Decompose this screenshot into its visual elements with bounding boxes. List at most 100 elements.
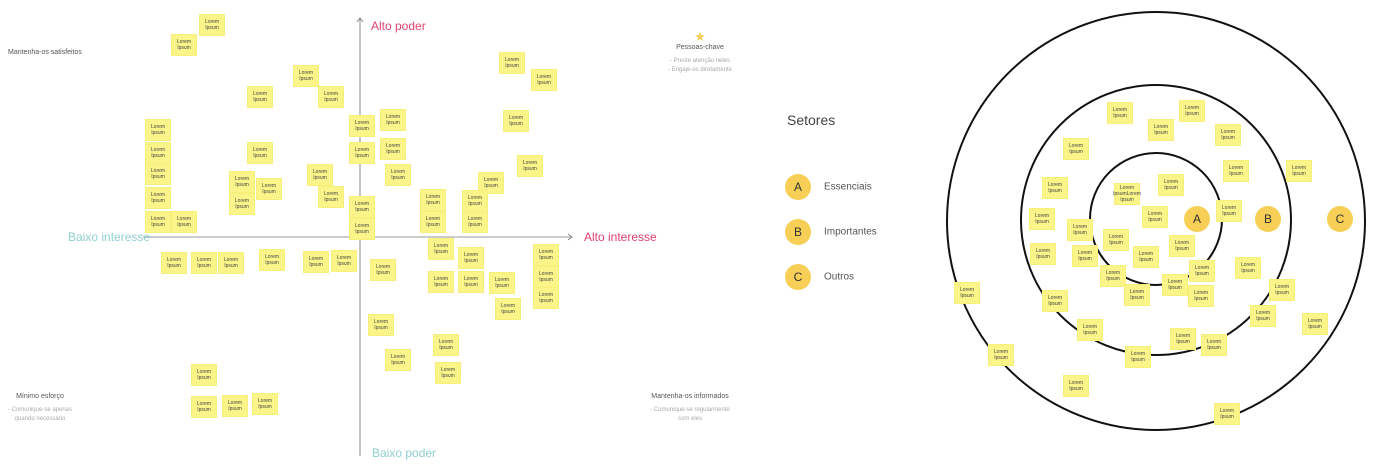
sticky-note[interactable]: Lorem Ipsum <box>421 190 445 210</box>
sticky-note[interactable]: Lorem Ipsum <box>1073 246 1097 266</box>
sticky-note[interactable]: Lorem Ipsum <box>219 253 243 273</box>
sticky-note[interactable]: Lorem Ipsum <box>1287 161 1311 181</box>
sticky-note[interactable]: Lorem Ipsum <box>1216 125 1240 145</box>
legend-badge-a: A <box>785 174 811 200</box>
sticky-note[interactable]: Lorem Ipsum <box>304 252 328 272</box>
sticky-note[interactable]: Lorem Ipsum <box>319 87 343 107</box>
sticky-note[interactable]: Lorem Ipsum <box>534 245 558 265</box>
sticky-note[interactable]: Lorem Ipsum <box>1043 178 1067 198</box>
quadrant-title: Mínimo esforço <box>16 393 64 400</box>
sticky-note[interactable]: Lorem Ipsum <box>504 111 528 131</box>
sticky-note[interactable]: Lorem Ipsum <box>1217 201 1241 221</box>
sticky-note[interactable]: Lorem Ipsum <box>369 315 393 335</box>
sticky-note[interactable]: Lorem Ipsum <box>1134 247 1158 267</box>
sticky-note[interactable]: Lorem Ipsum <box>496 299 520 319</box>
sticky-note[interactable]: Lorem Ipsum <box>434 335 458 355</box>
sticky-note[interactable]: Lorem Ipsum <box>146 120 170 140</box>
sticky-note[interactable]: Lorem Ipsum <box>532 70 556 90</box>
sticky-note[interactable]: Lorem Ipsum <box>386 350 410 370</box>
sticky-note[interactable]: Lorem Ipsum <box>192 365 216 385</box>
sticky-note[interactable]: Lorem Ipsum <box>223 396 247 416</box>
sticky-note[interactable]: Lorem Ipsum <box>1043 291 1067 311</box>
sticky-note[interactable]: Lorem Ipsum <box>248 143 272 163</box>
sticky-note[interactable]: Lorem Ipsum <box>1126 347 1150 367</box>
sticky-note[interactable]: Lorem Ipsum <box>989 345 1013 365</box>
sticky-note[interactable]: Lorem Ipsum <box>1303 314 1327 334</box>
sticky-note[interactable]: Lorem Ipsum <box>1125 285 1149 305</box>
sticky-note[interactable]: Lorem Ipsum <box>534 288 558 308</box>
sticky-note[interactable]: Lorem Ipsum <box>500 53 524 73</box>
sticky-note[interactable]: Lorem Ipsum <box>146 188 170 208</box>
sticky-note[interactable]: Lorem Ipsum <box>1064 139 1088 159</box>
sticky-note[interactable]: Lorem Ipsum <box>518 156 542 176</box>
sticky-note[interactable]: Lorem Ipsum <box>1149 120 1173 140</box>
sticky-note[interactable]: Lorem Ipsum <box>371 260 395 280</box>
sticky-note[interactable]: Lorem Ipsum <box>479 173 503 193</box>
sticky-note[interactable]: Lorem Ipsum <box>248 87 272 107</box>
sticky-note[interactable]: Lorem Ipsum <box>350 219 374 239</box>
sticky-note[interactable]: Lorem Ipsum <box>230 172 254 192</box>
sticky-note[interactable]: Lorem Ipsum <box>421 212 445 232</box>
sticky-note[interactable]: Lorem Ipsum <box>429 272 453 292</box>
sticky-note[interactable]: Lorem Ipsum <box>1202 335 1226 355</box>
sticky-note[interactable]: Lorem Ipsum <box>1180 101 1204 121</box>
sticky-note[interactable]: Lorem Ipsum <box>1143 207 1167 227</box>
sticky-note[interactable]: Lorem Ipsum <box>192 397 216 417</box>
sticky-note[interactable]: Lorem Ipsum <box>1104 230 1128 250</box>
sticky-note[interactable]: Lorem Ipsum <box>257 179 281 199</box>
sticky-note[interactable]: Lorem Ipsum <box>260 250 284 270</box>
sticky-note[interactable]: Lorem Ipsum <box>436 363 460 383</box>
sticky-note[interactable]: Lorem Ipsum <box>1270 280 1294 300</box>
sticky-note[interactable]: Lorem Ipsum <box>955 283 979 303</box>
quadrant-line: - Comunique-se regularmente <box>650 407 730 413</box>
sticky-note[interactable]: Lorem Ipsum <box>1078 320 1102 340</box>
sticky-note[interactable]: Lorem Ipsum <box>146 212 170 232</box>
sticky-note[interactable]: Lorem Ipsum <box>386 165 410 185</box>
axis-label-low-interest: Baixo interesse <box>68 230 151 244</box>
sticky-note[interactable]: Lorem Ipsum <box>463 191 487 211</box>
sticky-note[interactable]: Lorem Ipsum <box>1159 175 1183 195</box>
sticky-note[interactable]: Lorem Ipsum <box>350 197 374 217</box>
sticky-note[interactable]: Lorem Ipsum <box>1064 376 1088 396</box>
sticky-note[interactable]: Lorem Ipsum <box>253 394 277 414</box>
sticky-note[interactable]: Lorem Ipsum <box>1224 161 1248 181</box>
sticky-note[interactable]: Lorem Ipsum <box>294 66 318 86</box>
sticky-note[interactable]: Lorem Ipsum <box>319 187 343 207</box>
sticky-note[interactable]: Lorem Ipsum <box>192 253 216 273</box>
sticky-note[interactable]: Lorem Ipsum <box>1215 404 1239 424</box>
sticky-note[interactable]: Lorem Ipsum <box>490 273 514 293</box>
sticky-note[interactable]: Lorem Ipsum <box>1251 306 1275 326</box>
sticky-note[interactable]: Lorem Ipsum <box>381 139 405 159</box>
sticky-note[interactable]: Lorem Ipsum <box>1101 266 1125 286</box>
sticky-note[interactable]: Lorem Ipsum <box>1068 220 1092 240</box>
sticky-note[interactable]: Lorem Ipsum <box>332 251 356 271</box>
sticky-note[interactable]: Lorem Ipsum <box>1190 261 1214 281</box>
sticky-note[interactable]: Lorem Ipsum <box>459 248 483 268</box>
sticky-note[interactable]: Lorem IpsumLorem Ipsum <box>1113 184 1141 204</box>
sticky-note[interactable]: Lorem Ipsum <box>1031 244 1055 264</box>
sticky-note[interactable]: Lorem Ipsum <box>459 272 483 292</box>
sticky-note[interactable]: Lorem Ipsum <box>350 143 374 163</box>
sticky-note[interactable]: Lorem Ipsum <box>350 116 374 136</box>
sticky-note[interactable]: Lorem Ipsum <box>172 35 196 55</box>
sticky-note[interactable]: Lorem Ipsum <box>1030 209 1054 229</box>
sticky-note[interactable]: Lorem Ipsum <box>429 239 453 259</box>
legend-badge-b: B <box>785 219 811 245</box>
sticky-note[interactable]: Lorem Ipsum <box>381 110 405 130</box>
sticky-note[interactable]: Lorem Ipsum <box>1236 258 1260 278</box>
sticky-note[interactable]: Lorem Ipsum <box>172 212 196 232</box>
sticky-note[interactable]: Lorem Ipsum <box>1189 286 1213 306</box>
sticky-note[interactable]: Lorem Ipsum <box>1171 329 1195 349</box>
sticky-note[interactable]: Lorem Ipsum <box>308 165 332 185</box>
sticky-note[interactable]: Lorem Ipsum <box>200 15 224 35</box>
sticky-note[interactable]: Lorem Ipsum <box>1163 275 1187 295</box>
sticky-note[interactable]: Lorem Ipsum <box>1170 236 1194 256</box>
sticky-note[interactable]: Lorem Ipsum <box>1108 103 1132 123</box>
sticky-note[interactable]: Lorem Ipsum <box>230 194 254 214</box>
sticky-note[interactable]: Lorem Ipsum <box>146 164 170 184</box>
sticky-note[interactable]: Lorem Ipsum <box>534 267 558 287</box>
sticky-note[interactable]: Lorem Ipsum <box>146 143 170 163</box>
sticky-note[interactable]: Lorem Ipsum <box>162 253 186 273</box>
sticky-note[interactable]: Lorem Ipsum <box>463 212 487 232</box>
quadrant-minimum-effort: Mínimo esforço - Comunique-se apenas qua… <box>0 393 80 424</box>
